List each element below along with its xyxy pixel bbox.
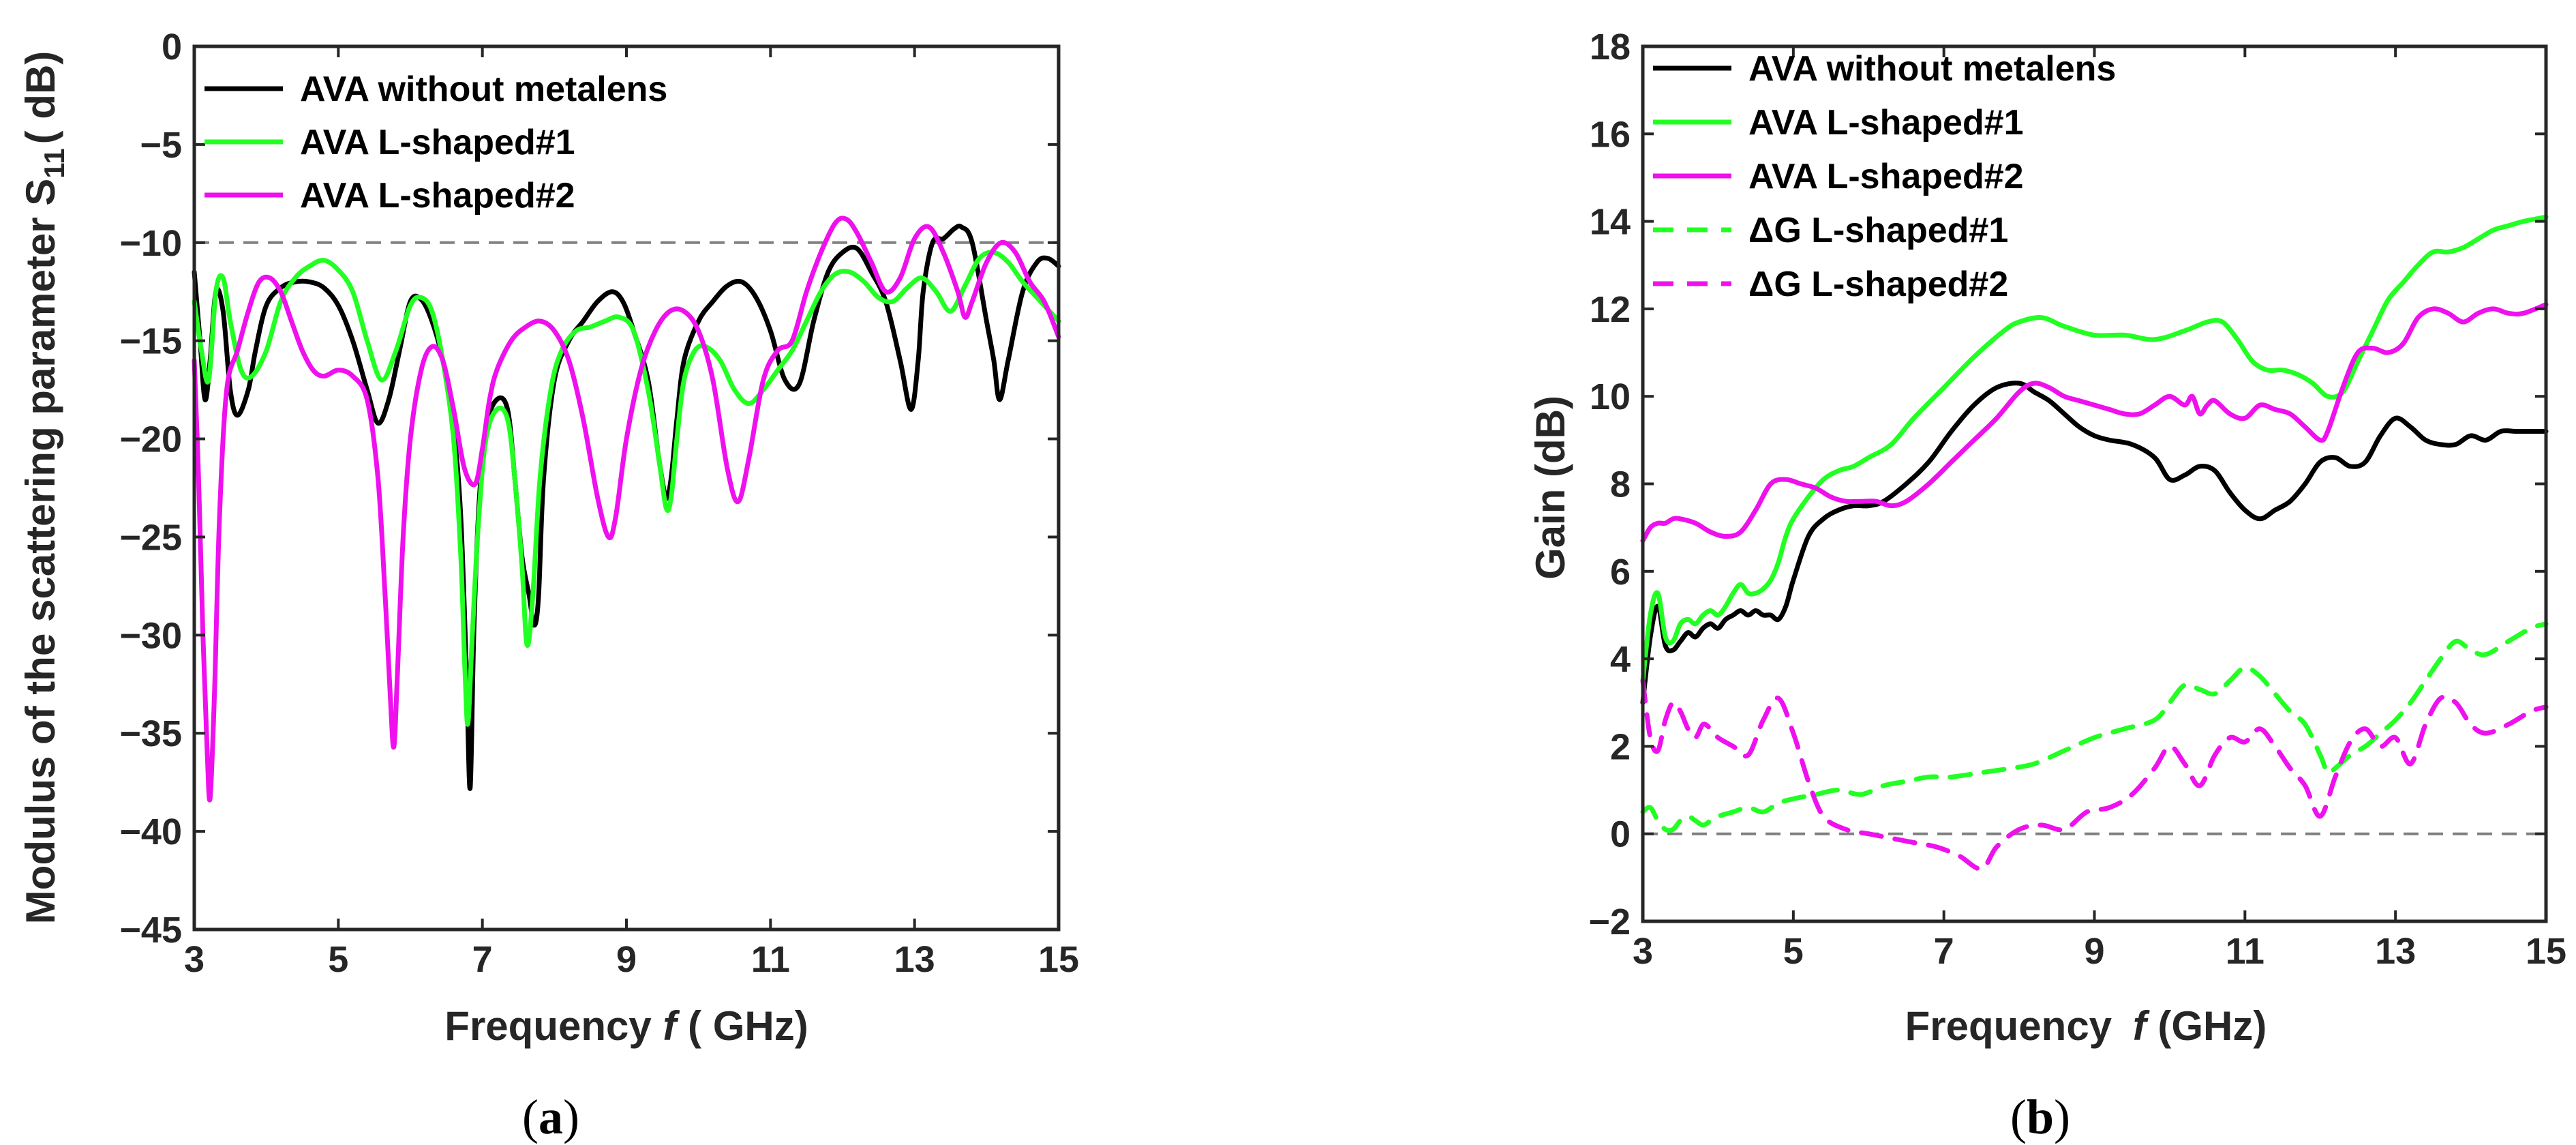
panel-a-y-tick-label: −10: [119, 223, 182, 264]
panel-b-x-tick-label: 9: [2084, 931, 2104, 972]
panel-b-y-tick-label: 10: [1590, 376, 1631, 417]
panel-b-y-tick-label: 14: [1590, 202, 1631, 243]
panel-a-caption: (a): [522, 1090, 579, 1144]
panel-a-y-axis-label: Modulus of the scattering parameter S11(…: [18, 51, 70, 925]
panel-b-y-tick-label: 16: [1590, 114, 1631, 155]
panel-a-x-tick-label: 13: [894, 939, 935, 980]
panel-b-legend-label-5: ΔG L-shaped#2: [1748, 265, 2008, 304]
panel-b-series-line-2: [1640, 214, 2549, 683]
panel-a-y-tick-label: −40: [119, 812, 182, 852]
panel-b-x-tick-label: 11: [2226, 931, 2264, 972]
panel-a-x-tick-label: 11: [751, 939, 790, 980]
panel-b-series-line-3: [1640, 302, 2549, 544]
panel-b-chart: 3 5 7 9 11 13 15 −2 0 2 4 6 8 10 12 14 16 18 AVA without …: [1528, 27, 2566, 1144]
panel-a-legend: AVA without metalens AVA L-shaped#1 AVA L-…: [204, 70, 667, 215]
panel-a-x-tick-label: 9: [616, 939, 637, 980]
panel-a-y-tick-label: −20: [119, 419, 182, 460]
panel-a-x-tick-label: 15: [1038, 939, 1079, 980]
panel-b-legend-label-3: AVA L-shaped#2: [1748, 157, 2024, 196]
panel-b-x-tick-label: 13: [2375, 931, 2416, 972]
panel-a-x-tick-label: 5: [328, 939, 348, 980]
panel-b-x-tick-label: 5: [1783, 931, 1804, 972]
panel-b-y-tick-label: 2: [1610, 726, 1631, 767]
panel-a-y-tick-label: −45: [119, 910, 182, 951]
panel-b-y-tick-label: 6: [1610, 552, 1631, 593]
panel-a-chart: 3 5 7 9 11 13 15 0 −5 −10 −15 −20 −25 −30 −35 −40 −45 AV…: [18, 27, 1079, 1144]
panel-a-x-tick-label: 7: [472, 939, 493, 980]
panel-b-series-line-5: [1640, 678, 2549, 872]
panel-a-legend-label-2: AVA L-shaped#1: [300, 123, 575, 162]
panel-a-y-tick-label: −15: [119, 321, 182, 362]
panel-a-legend-label-3: AVA L-shaped#2: [300, 176, 575, 215]
panel-b-legend-label-4: ΔG L-shaped#1: [1748, 211, 2008, 250]
panel-a-y-tick-label: −25: [119, 517, 182, 558]
panel-a-y-tick-label: −5: [140, 125, 182, 166]
panel-b-legend: AVA without metalens AVA L-shaped#1 AVA L-…: [1653, 49, 2116, 304]
panel-b-x-axis-label: Frequency f (GHz): [1905, 1003, 2267, 1049]
panel-b-y-axis-label: Gain (dB): [1528, 396, 1573, 580]
panel-b-legend-label-2: AVA L-shaped#1: [1748, 103, 2024, 143]
panel-b-y-tick-label: 12: [1590, 289, 1631, 330]
panel-a-y-tick-label: −30: [119, 615, 182, 656]
panel-b-y-tick-label: 0: [1610, 814, 1631, 855]
panel-b-x-tick-label: 15: [2526, 931, 2566, 972]
panel-b-y-tick-label: 18: [1590, 27, 1631, 68]
panel-b-y-tick-label: 8: [1610, 464, 1631, 505]
panel-b-y-tick-label: 4: [1610, 639, 1631, 680]
panel-b-caption: (b): [2010, 1090, 2070, 1144]
panel-b-series-line-1: [1640, 381, 2549, 705]
panel-a-y-tick-label: 0: [162, 27, 182, 68]
panel-a-series-line-2: [192, 250, 1061, 727]
panel-a-y-tick-label: −35: [119, 713, 182, 754]
panel-a-series-line-3: [192, 215, 1061, 803]
panel-b-series-line-4: [1640, 621, 2549, 833]
panel-a-legend-label-1: AVA without metalens: [300, 70, 667, 109]
panel-b-x-tick-label: 3: [1633, 931, 1653, 972]
panel-b-legend-label-1: AVA without metalens: [1748, 49, 2116, 89]
panel-a-series-line-1: [192, 223, 1061, 791]
panel-b-x-tick-label: 7: [1934, 931, 1954, 972]
panel-a-x-axis-label: Frequency f ( GHz): [444, 1003, 808, 1049]
panel-b-y-tick-label: −2: [1588, 902, 1631, 942]
panel-a-x-tick-label: 3: [184, 939, 204, 980]
